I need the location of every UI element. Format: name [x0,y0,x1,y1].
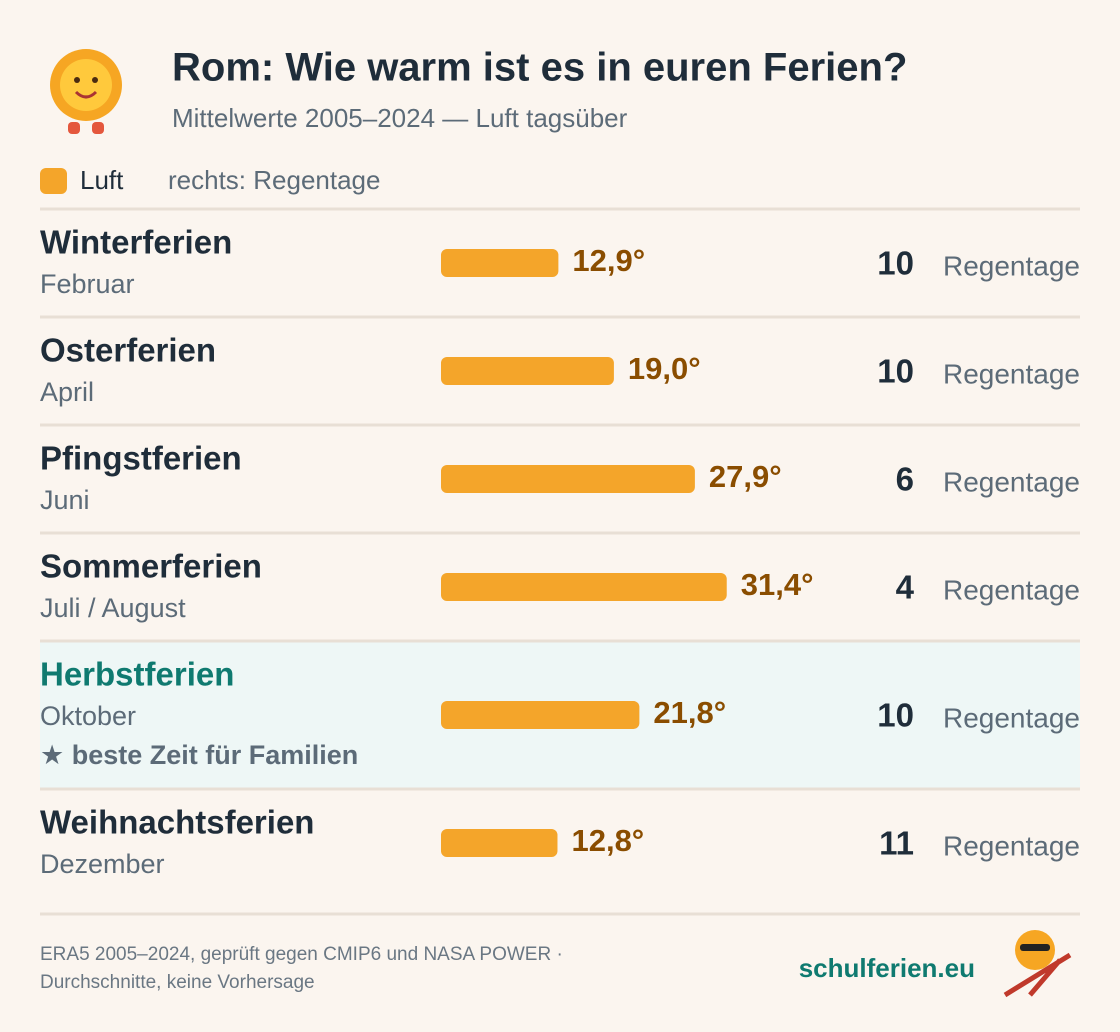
bar [441,465,695,493]
rain-days: 10 [877,353,914,390]
category-label: Weihnachtsferien [40,804,314,841]
legend-label: Luft [80,165,124,195]
beach-sun-icon [1003,930,1072,998]
rain-days: 6 [896,461,914,498]
rain-unit: Regentage [943,702,1080,733]
category-label: Winterferien [40,224,232,261]
rain-days: 11 [879,825,914,862]
subtitle: Mittelwerte 2005–2024 — Luft tagsüber [172,103,628,133]
category-sublabel: April [40,377,94,407]
category-sublabel: Dezember [40,849,165,879]
category-label: Herbstferien [40,656,234,693]
bar [441,357,614,385]
value-label: 21,8° [653,695,726,730]
row-note: ★ beste Zeit für Familien [40,740,358,770]
category-label: Sommerferien [40,548,262,585]
rain-unit: Regentage [943,574,1080,605]
category-label: Osterferien [40,332,216,369]
category-sublabel: Juni [40,485,90,515]
category-sublabel: Februar [40,269,135,299]
bar [441,573,727,601]
footer-line: ERA5 2005–2024, geprüft gegen CMIP6 und … [40,944,563,965]
value-label: 12,8° [571,823,644,858]
category-sublabel: Juli / August [40,593,186,623]
brand[interactable]: schulferien.eu [799,953,975,983]
bar [441,701,640,729]
legend-note: rechts: Regentage [168,165,380,195]
rain-days: 10 [877,245,914,282]
category-label: Pfingstferien [40,440,242,477]
rain-days: 4 [896,569,915,606]
rain-unit: Regentage [943,466,1080,497]
rain-unit: Regentage [943,358,1080,389]
value-label: 31,4° [741,567,814,602]
sun-icon [50,49,122,134]
legend-swatch [40,168,67,194]
category-sublabel: Oktober [40,701,136,731]
bar [441,249,559,277]
rain-days: 10 [877,697,914,734]
bar [441,829,558,857]
value-label: 27,9° [709,459,782,494]
value-label: 12,9° [572,243,645,278]
rain-unit: Regentage [943,250,1080,281]
footer-line: Durchschnitte, keine Vorhersage [40,972,315,993]
rain-unit: Regentage [943,830,1080,861]
value-label: 19,0° [628,351,701,386]
title: Rom: Wie warm ist es in euren Ferien? [172,46,907,90]
